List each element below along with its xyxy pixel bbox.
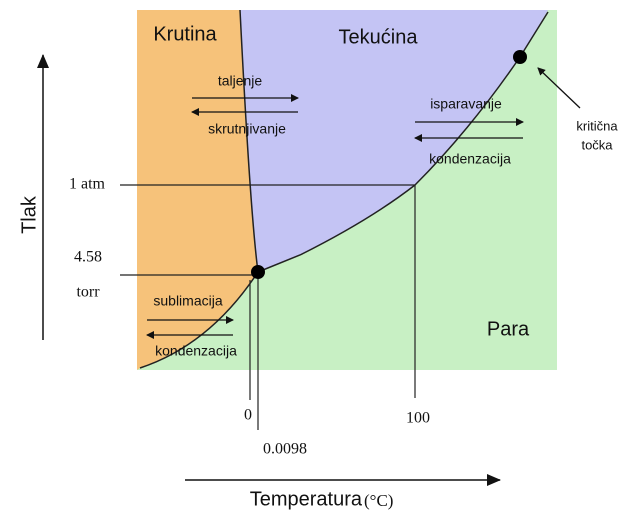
- temperature-label: 0.0098: [263, 441, 307, 458]
- y-axis-label: Tlak: [18, 195, 40, 234]
- transition-label: taljenje: [218, 73, 263, 89]
- liquid-region: [240, 10, 548, 272]
- region-label: Tekućina: [339, 26, 419, 48]
- transition-label: skrutnjivanje: [208, 121, 286, 137]
- x-axis-label: Temperatura: [250, 488, 363, 510]
- sublimation-curve: [139, 271, 259, 369]
- vaporization-curve: [257, 11, 549, 273]
- critical-point: [513, 50, 527, 64]
- transition-arrows: [146, 67, 581, 339]
- x-axis-unit: (°C): [364, 491, 393, 510]
- pressure-label: torr: [76, 284, 100, 301]
- transition-label: kondenzacija: [429, 151, 511, 167]
- transition-label: sublimacija: [153, 293, 222, 309]
- transition-label: isparavanje: [430, 96, 502, 112]
- region-label: Krutina: [153, 23, 217, 45]
- temperature-label: 100: [406, 410, 430, 427]
- transition-label: kondenzacija: [155, 343, 237, 359]
- solid-region: [137, 10, 258, 370]
- fusion-curve: [239, 9, 259, 273]
- region-label: Para: [487, 318, 530, 340]
- pressure-label: 1 atm: [69, 176, 106, 193]
- triple-point: [251, 265, 265, 279]
- critical-point-label: točka: [581, 137, 613, 152]
- temperature-label: 0: [244, 407, 252, 424]
- reference-lines: [120, 184, 416, 430]
- critical-point-label: kritična: [576, 118, 618, 133]
- pressure-label: 4.58: [74, 249, 102, 266]
